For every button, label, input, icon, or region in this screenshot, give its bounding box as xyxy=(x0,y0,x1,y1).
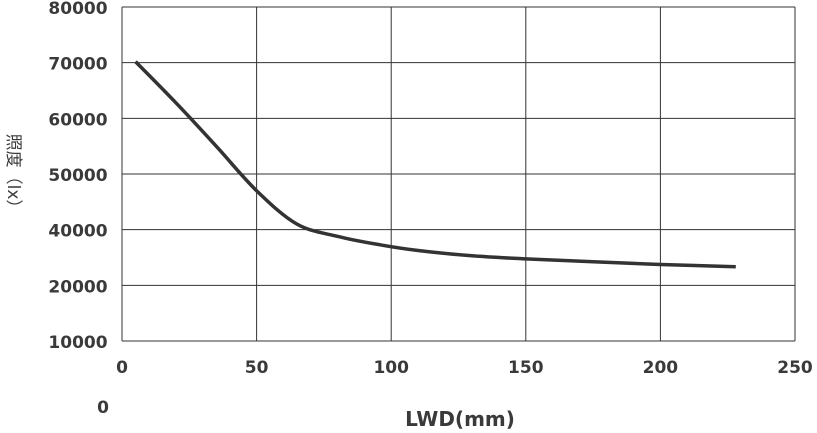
y-tick-label-1: 70000 xyxy=(48,55,107,75)
tick-labels: 0 50 100 150 200 250 80000 70000 60000 50000 40000… xyxy=(48,0,812,378)
x-tick-label-2: 100 xyxy=(373,358,409,378)
x-tick-label-5: 250 xyxy=(777,358,813,378)
x-axis-title: LWD(mm) xyxy=(405,407,515,431)
y-tick-label-2: 60000 xyxy=(48,110,107,130)
y-tick-label-4: 40000 xyxy=(48,222,107,242)
x-tick-label-1: 50 xyxy=(245,358,269,378)
series-line-0 xyxy=(134,60,736,269)
x-tick-label-4: 200 xyxy=(643,358,679,378)
y-stray-label: 0 xyxy=(97,398,109,418)
x-tick-label-0: 0 xyxy=(116,358,128,378)
y-tick-label-5: 20000 xyxy=(48,277,107,297)
series-layer xyxy=(134,60,736,269)
y-tick-label-0: 80000 xyxy=(48,0,107,19)
x-tick-label-3: 150 xyxy=(508,358,544,378)
y-axis-title: 照度（lx） xyxy=(3,134,23,217)
y-tick-label-3: 50000 xyxy=(48,166,107,186)
y-tick-label-6: 10000 xyxy=(48,333,107,353)
grid-lines xyxy=(121,6,796,342)
